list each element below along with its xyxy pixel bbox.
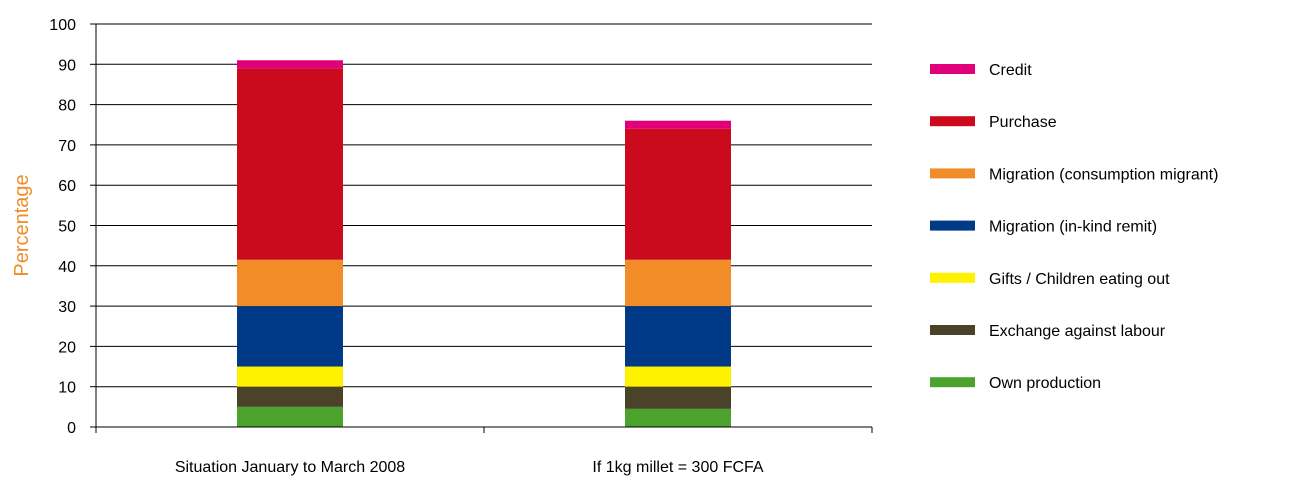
legend-label: Migration (in-kind remit) bbox=[989, 219, 1157, 236]
legend-swatch bbox=[930, 168, 975, 179]
bar-segment bbox=[625, 366, 731, 387]
y-tick-label: 20 bbox=[58, 339, 76, 356]
y-tick-label: 70 bbox=[58, 138, 76, 155]
bar-segment bbox=[237, 60, 343, 69]
y-axis-label: Percentage bbox=[11, 174, 33, 276]
y-tick-label: 60 bbox=[58, 178, 76, 195]
legend-swatch bbox=[930, 325, 975, 335]
legend-label: Own production bbox=[989, 375, 1101, 392]
gridlines bbox=[96, 23, 872, 388]
legend-label: Gifts / Children eating out bbox=[989, 271, 1170, 288]
legend-label: Credit bbox=[989, 62, 1032, 79]
legend-swatch bbox=[930, 272, 975, 283]
legend-label: Exchange against labour bbox=[989, 323, 1166, 340]
bar-segment bbox=[625, 120, 731, 129]
y-tick-label: 10 bbox=[58, 380, 76, 397]
legend: Credit Purchase Migration (consumption mig… bbox=[930, 62, 1218, 392]
y-tick-label: 0 bbox=[67, 420, 76, 437]
legend-swatch bbox=[930, 377, 975, 388]
bar-segment bbox=[625, 128, 731, 260]
bar-segment bbox=[237, 386, 343, 407]
bar-segment bbox=[625, 408, 731, 427]
legend-label: Migration (consumption migrant) bbox=[989, 166, 1218, 183]
bar-segment bbox=[625, 306, 731, 367]
bars bbox=[237, 60, 731, 427]
legend-swatch bbox=[930, 220, 975, 231]
y-tick-label: 30 bbox=[58, 299, 76, 316]
y-tick-label: 100 bbox=[49, 17, 76, 34]
bar-segment bbox=[625, 386, 731, 409]
y-tick-label: 90 bbox=[58, 57, 76, 74]
x-category-label: Situation January to March 2008 bbox=[175, 459, 405, 476]
bar-segment bbox=[237, 259, 343, 307]
bar-segment bbox=[237, 306, 343, 367]
bar-segment bbox=[237, 366, 343, 387]
x-category-label: If 1kg millet = 300 FCFA bbox=[592, 459, 764, 476]
y-tick-label: 50 bbox=[58, 219, 76, 236]
y-tick-label: 40 bbox=[58, 259, 76, 276]
x-categories: Situation January to March 2008 If 1kg mi… bbox=[95, 427, 873, 476]
y-tick-label: 80 bbox=[58, 98, 76, 115]
bar-segment bbox=[237, 406, 343, 427]
legend-swatch bbox=[930, 64, 975, 74]
bar-segment bbox=[237, 68, 343, 260]
y-ticks: 0 10 20 30 40 50 60 70 80 90 100 bbox=[49, 17, 96, 437]
bar-segment bbox=[625, 259, 731, 307]
legend-swatch bbox=[930, 116, 975, 127]
legend-label: Purchase bbox=[989, 114, 1057, 131]
